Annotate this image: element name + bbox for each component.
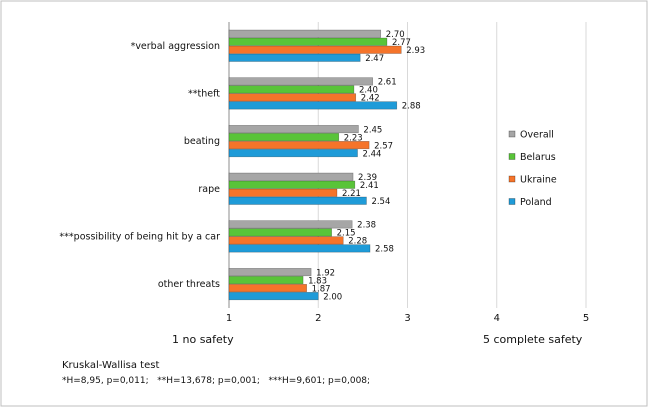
x-tick-label: 4 [494,313,500,324]
value-label: 2.40 [359,86,378,96]
category-labels-group: *verbal aggression **theft beating rape ***p… [59,41,220,290]
bar-ukraine [228,284,307,293]
bar-ukraine [228,236,344,245]
bar-belarus [228,37,388,46]
bar-overall [228,220,353,229]
category-label: *verbal aggression [131,41,220,52]
bar-poland [228,149,358,158]
category-label: ***possibility of being hit by a car [59,231,220,242]
value-label: 2.21 [342,189,361,199]
value-labels-group: 2.702.772.93 2.47 2.612.402.42 2.88 2.452.23… [308,30,425,302]
value-label: 2.77 [392,38,411,48]
x-tick-label: 1 [226,313,232,324]
value-label: 1.83 [308,276,327,286]
value-label: 2.58 [375,245,394,255]
bar-ukraine [228,188,338,197]
bar-belarus [228,180,356,189]
bar-overall [228,29,382,38]
value-label: 2.93 [406,46,425,56]
bar-ukraine [228,45,402,54]
bar-belarus [228,276,304,285]
bar-poland [228,292,319,301]
value-label: 2.23 [344,133,363,143]
value-label: 2.39 [358,173,377,183]
value-label: 1.87 [312,284,331,294]
value-label: 2.88 [402,102,421,112]
x-tick-labels-group: 1 2 3 4 5 [226,313,589,324]
legend-swatch-belarus [508,153,516,160]
legend-label-ukraine: Ukraine [520,175,557,186]
legend-swatch-overall [508,130,516,138]
value-label: 2.38 [357,221,376,231]
bar-ukraine [228,141,370,150]
bar-overall [228,125,359,134]
legend-label-poland: Poland [520,197,552,208]
legend: Overall Belarus Ukraine Poland [508,130,557,208]
category-label: other threats [158,279,220,290]
category-label: beating [184,136,220,147]
bar-overall [228,77,373,86]
value-label: 2.00 [323,292,342,302]
bar-poland [228,101,398,110]
bar-overall [228,268,312,277]
gridlines [228,22,587,308]
bar-poland [228,196,367,205]
bars-group [228,29,402,301]
footnote-test-name: Kruskal-Wallisa test [62,360,160,371]
value-label: 1.92 [316,268,335,278]
category-label: **theft [188,88,220,99]
footnote-results: *H=8,95, p=0,011; **H=13,678; p=0,001; *… [62,376,371,386]
x-tick-label: 5 [583,313,589,324]
bar-poland [228,244,371,253]
value-label: 2.54 [371,197,390,207]
category-label: rape [198,184,220,195]
legend-label-belarus: Belarus [520,152,556,163]
bar-poland [228,53,361,62]
bar-belarus [228,85,355,94]
value-label: 2.70 [386,30,405,40]
scale-note-left: 1 no safety [172,333,234,346]
value-label: 2.28 [348,237,367,247]
value-label: 2.45 [363,125,382,135]
bar-belarus [228,228,332,237]
bar-belarus [228,133,340,142]
value-label: 2.42 [361,94,380,104]
legend-swatch-ukraine [508,175,516,183]
value-label: 2.44 [363,149,382,159]
scale-note-right: 5 complete safety [483,333,583,346]
legend-label-overall: Overall [520,130,554,141]
value-label: 2.15 [337,229,356,239]
legend-swatch-poland [508,198,516,205]
value-label: 2.41 [360,181,379,191]
bar-ukraine [228,93,357,102]
value-label: 2.57 [374,141,393,151]
x-tick-label: 3 [404,313,410,324]
value-label: 2.61 [378,78,397,88]
bar-overall [228,172,354,181]
value-label: 2.47 [365,54,384,64]
x-tick-label: 2 [315,313,321,324]
